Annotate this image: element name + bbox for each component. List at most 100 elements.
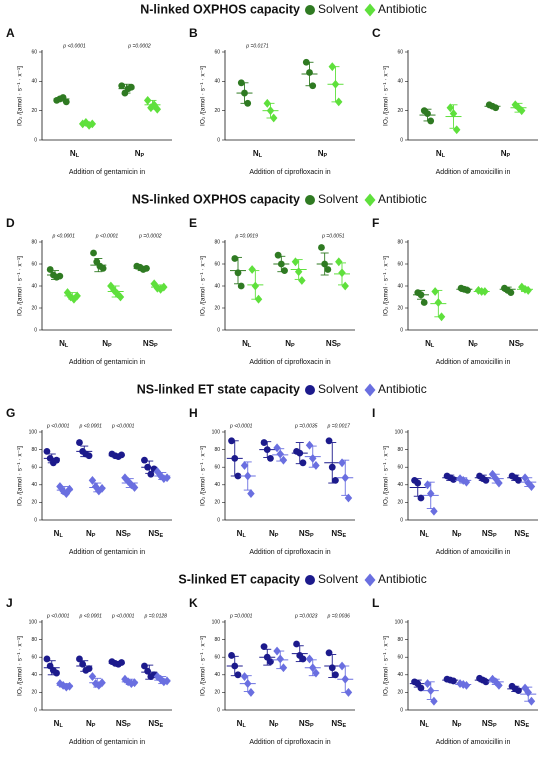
diamond-point	[153, 467, 162, 477]
category-text: NS	[148, 529, 160, 538]
x-tick-label: NL	[253, 149, 263, 159]
diamond-point	[430, 696, 438, 706]
circle-point	[234, 671, 242, 679]
y-tick-label: 0	[400, 517, 403, 523]
category-sub: L	[59, 723, 63, 729]
p-value: p <0.0001	[51, 233, 75, 239]
diamond-point	[279, 455, 288, 465]
circle-point	[141, 662, 148, 670]
circle-point	[515, 687, 522, 695]
diamond-point	[130, 678, 139, 688]
circle-point	[450, 476, 457, 483]
x-axis-label: Addition of ciprofloxacin in	[249, 359, 330, 366]
p-value: p =0.0036	[327, 613, 351, 619]
circle-point	[325, 649, 333, 657]
legend-marker	[305, 195, 315, 205]
y-tick-label: 0	[400, 707, 403, 713]
y-axis-label: IO₂ /[amol · s⁻¹ · x⁻¹]	[383, 446, 390, 506]
panel-label: C	[372, 26, 381, 40]
x-tick-label: NP	[452, 529, 462, 539]
diamond-point	[335, 257, 343, 267]
circle-point	[267, 658, 274, 665]
x-tick-label: NP	[86, 719, 96, 729]
circle-point	[324, 266, 332, 273]
category-sub: P	[310, 533, 314, 539]
diamond-point	[156, 674, 165, 684]
circle-point	[141, 456, 148, 464]
category-sub: P	[154, 343, 158, 349]
diamond-point	[63, 288, 72, 298]
y-tick-label: 20	[397, 500, 403, 506]
category-text: N	[501, 149, 507, 158]
y-axis-label: IO₂ /[amol · s⁻¹ · x⁻¹]	[17, 66, 24, 126]
p-value: p =0.0002	[138, 233, 162, 239]
diamond-point	[147, 103, 155, 113]
diamond-point	[446, 103, 455, 113]
x-tick-label: NL	[59, 339, 69, 349]
x-tick-label: NL	[54, 529, 64, 539]
p-value: p <0.0001	[229, 423, 253, 429]
x-tick-label: NL	[237, 529, 247, 539]
legend-label: Antibiotic	[378, 2, 427, 16]
y-tick-label: 0	[217, 327, 220, 333]
circle-point	[332, 671, 339, 679]
p-value: p =0.0002	[127, 43, 151, 49]
category-sub: P	[507, 153, 511, 159]
y-tick-label: 80	[214, 637, 220, 643]
category-text: N	[253, 149, 259, 158]
p-value: p =0.0051	[321, 233, 345, 239]
y-tick-label: 40	[31, 672, 37, 678]
category-text: N	[452, 529, 458, 538]
category-text: N	[86, 529, 92, 538]
y-tick-label: 0	[217, 137, 220, 143]
category-text: N	[70, 149, 76, 158]
x-tick-label: NL	[237, 719, 247, 729]
category-text: N	[102, 339, 108, 348]
diamond-point	[291, 257, 300, 267]
category-text: N	[436, 149, 442, 158]
x-tick-label: NSP	[116, 719, 131, 729]
x-tick-label: NSE	[331, 529, 346, 539]
x-tick-label: NSP	[299, 719, 314, 729]
y-tick-label: 20	[31, 500, 37, 506]
x-tick-label: NSP	[509, 339, 524, 349]
category-sub: P	[127, 533, 131, 539]
category-text: N	[420, 529, 426, 538]
diamond-point	[160, 474, 168, 484]
panel-label: K	[189, 596, 198, 610]
y-tick-label: 20	[31, 690, 37, 696]
section-title: NS-linked OXPHOS capacity	[132, 192, 300, 206]
diamond-point	[341, 281, 349, 291]
category-text: NS	[143, 339, 155, 348]
p-value: p <0.0001	[79, 423, 103, 429]
diamond-point	[431, 287, 439, 296]
y-tick-label: 0	[400, 327, 403, 333]
x-tick-label: NSP	[299, 529, 314, 539]
category-sub: L	[442, 153, 446, 159]
category-sub: P	[520, 343, 524, 349]
y-tick-label: 100	[29, 429, 38, 435]
y-tick-label: 0	[34, 517, 37, 523]
p-value: p =0.0017	[327, 423, 351, 429]
section-title: N-linked OXPHOS capacity	[140, 2, 300, 16]
diamond-point	[153, 672, 162, 681]
y-tick-label: 20	[31, 108, 37, 114]
category-sub: L	[259, 153, 263, 159]
legend-label: Antibiotic	[378, 382, 427, 396]
category-sub: P	[493, 533, 497, 539]
p-value: p =0.0035	[294, 423, 318, 429]
category-text: N	[318, 149, 324, 158]
diamond-point	[247, 687, 255, 697]
p-value: p =0.0023	[294, 613, 318, 619]
y-tick-label: 80	[214, 239, 220, 245]
y-axis-label: IO₂ /[amol · s⁻¹ · x⁻¹]	[383, 66, 390, 126]
diamond-point	[66, 292, 75, 302]
y-tick-label: 100	[212, 619, 221, 625]
diamond-point	[116, 292, 125, 302]
section-title: S-linked ET capacity	[178, 572, 300, 586]
category-text: N	[54, 529, 60, 538]
x-tick-label: NSP	[326, 339, 341, 349]
category-sub: L	[248, 343, 252, 349]
x-tick-label: NL	[420, 529, 430, 539]
circle-point	[464, 287, 471, 294]
